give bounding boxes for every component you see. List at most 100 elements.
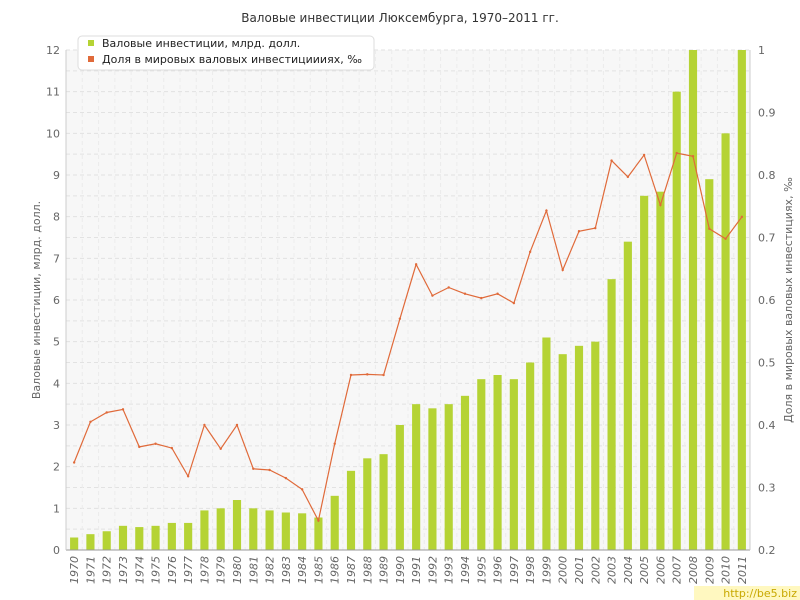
line-point-2007	[675, 151, 678, 155]
line-point-1982	[268, 468, 271, 472]
bar-1985	[314, 517, 323, 550]
x-tick-label: 1997	[508, 556, 521, 584]
y-right-tick-label: 0.2	[758, 544, 776, 557]
x-tick-label: 1993	[443, 556, 456, 584]
line-point-1987	[349, 373, 353, 377]
watermark-text: http://be5.biz	[723, 587, 797, 600]
line-point-1977	[186, 475, 190, 478]
legend-swatch-bars	[88, 40, 94, 46]
x-tick-label: 1975	[150, 556, 163, 584]
bar-1970	[70, 537, 79, 550]
bar-1976	[167, 522, 176, 550]
x-tick-label: 1998	[524, 556, 537, 584]
y-left-tick-label: 4	[53, 377, 60, 390]
x-tick-label: 1973	[117, 556, 130, 584]
line-point-1980	[235, 423, 239, 427]
line-point-1974	[138, 445, 141, 449]
legend-label-line: Доля в мировых валовых инвестициииях, ‰	[102, 53, 362, 66]
x-tick-label: 1996	[492, 556, 505, 584]
bar-2003	[607, 279, 616, 550]
line-point-1988	[366, 373, 369, 376]
bar-1996	[493, 375, 502, 550]
x-tick-label: 1981	[247, 556, 260, 584]
bar-1994	[460, 395, 470, 550]
line-point-2004	[626, 175, 630, 179]
x-tick-label: 2002	[589, 556, 602, 584]
x-tick-label: 1994	[459, 556, 472, 584]
x-tick-label: 1977	[182, 556, 195, 584]
grid-lines	[65, 49, 751, 551]
line-point-2001	[577, 230, 581, 233]
y-left-tick-label: 7	[53, 252, 60, 265]
y-left-tick-label: 12	[46, 44, 60, 57]
bar-1992	[428, 408, 437, 550]
x-tick-label: 1985	[312, 556, 325, 584]
line-point-1979	[219, 447, 222, 450]
y-left-tick-label: 2	[53, 461, 60, 474]
x-tick-label: 2004	[622, 556, 635, 584]
bar-1977	[184, 522, 193, 550]
bar-1986	[330, 495, 339, 550]
line-point-2010	[724, 237, 727, 240]
y-right-tick-label: 0.4	[758, 419, 776, 432]
y-right-tick-label: 0.6	[758, 294, 776, 307]
line-point-2008	[691, 155, 695, 158]
x-tick-label: 2007	[671, 556, 684, 584]
y-left-tick-label: 0	[53, 544, 60, 557]
line-point-1978	[203, 423, 206, 427]
x-tick-label: 1986	[329, 556, 342, 584]
x-tick-label: 2005	[638, 556, 651, 584]
y-left-tick-label: 5	[53, 336, 60, 349]
bar-1997	[509, 379, 518, 550]
line-point-1976	[170, 446, 174, 450]
line-point-1993	[447, 286, 450, 289]
legend-label-bars: Валовые инвестиции, млрд. долл.	[102, 37, 300, 50]
line-point-1971	[89, 420, 92, 424]
line-point-1981	[252, 467, 255, 470]
line-point-1990	[398, 317, 402, 320]
y-left-tick-label: 1	[53, 502, 60, 515]
bar-1982	[265, 510, 274, 550]
bar-2006	[656, 191, 665, 550]
line-point-1998	[528, 250, 532, 254]
line-point-2009	[708, 227, 711, 230]
bar-1993	[444, 404, 453, 550]
bar-2000	[558, 354, 567, 550]
x-tick-label: 1971	[84, 556, 97, 584]
y-left-axis-title: Валовые инвестиции, млрд. долл.	[30, 201, 43, 399]
x-tick-label: 2001	[573, 556, 586, 584]
line-point-1995	[480, 296, 483, 300]
y-left-tick-label: 3	[53, 419, 60, 432]
x-tick-label: 1982	[264, 556, 277, 584]
y-right-tick-label: 0.7	[758, 232, 776, 245]
bar-1987	[346, 470, 356, 550]
line-point-1992	[431, 294, 434, 297]
bar-1973	[118, 525, 128, 550]
bar-1990	[395, 425, 404, 550]
line-point-1999	[545, 209, 548, 212]
line-path-share	[73, 152, 743, 523]
bar-2002	[591, 341, 600, 550]
line-point-1973	[121, 408, 125, 411]
line-point-1970	[72, 461, 76, 464]
bar-1978	[200, 510, 209, 550]
line-point-1983	[284, 476, 288, 480]
line-point-1991	[414, 263, 418, 266]
x-tick-label: 1983	[280, 556, 293, 584]
bar-1983	[281, 512, 290, 550]
y-left-tick-label: 6	[53, 294, 60, 307]
x-tick-label: 1992	[426, 556, 439, 584]
x-tick-label: 1976	[166, 556, 179, 584]
x-tick-label: 1991	[410, 556, 423, 584]
bar-1972	[102, 531, 111, 550]
bar-2011	[737, 50, 746, 550]
x-tick-label: 1980	[231, 556, 244, 584]
x-tick-label: 1970	[68, 556, 81, 584]
line-point-2011	[740, 215, 744, 219]
bar-2008	[688, 50, 698, 550]
line-point-1984	[300, 488, 304, 491]
bar-1988	[363, 458, 372, 550]
bar-1995	[477, 379, 486, 550]
axes: 01234567891011120.20.30.40.50.60.70.80.9…	[46, 44, 776, 584]
